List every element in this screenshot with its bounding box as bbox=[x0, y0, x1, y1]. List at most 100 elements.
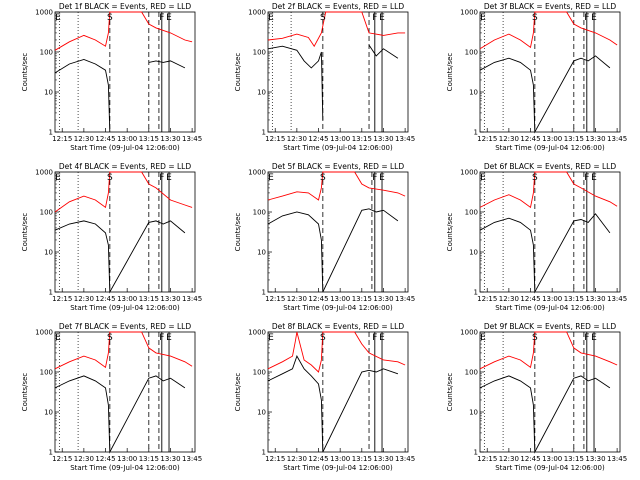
chart-title: Det 8f BLACK = Events, RED = LLD bbox=[272, 322, 405, 331]
events-series-line bbox=[267, 355, 399, 453]
y-tick-label: 10 bbox=[44, 89, 53, 97]
event-marker-E: E bbox=[379, 173, 385, 183]
chart-panel-5: Det 5f BLACK = Events, RED = LLD 1 10 100 10… bbox=[234, 162, 415, 312]
plot-frame bbox=[54, 171, 196, 293]
event-marker-E: E bbox=[55, 333, 61, 343]
event-marker-E: E bbox=[55, 173, 61, 183]
plot-frame bbox=[267, 11, 409, 133]
x-tick-label: 13:15 bbox=[564, 455, 584, 463]
event-marker-S: S bbox=[107, 13, 113, 23]
event-marker-S: S bbox=[107, 173, 113, 183]
lld-series-line bbox=[479, 331, 618, 370]
events-series-line bbox=[479, 213, 611, 294]
y-tick-label: 1000 bbox=[248, 9, 266, 17]
x-tick-label: 13:45 bbox=[182, 135, 202, 143]
y-tick-label: 1000 bbox=[35, 9, 53, 17]
lld-series-line bbox=[54, 171, 193, 213]
y-axis-label: Counts/sec bbox=[21, 213, 29, 252]
x-tick-label: 12:30 bbox=[499, 295, 519, 303]
chart-title: Det 4f BLACK = Events, RED = LLD bbox=[59, 162, 192, 171]
x-tick-label: 12:30 bbox=[287, 135, 307, 143]
x-tick-label: 12:15 bbox=[265, 455, 285, 463]
x-tick-label: 13:15 bbox=[139, 455, 159, 463]
x-tick-label: 13:00 bbox=[330, 295, 350, 303]
x-tick-label: 12:30 bbox=[287, 455, 307, 463]
x-tick-label: 12:30 bbox=[74, 455, 94, 463]
y-tick-label: 100 bbox=[253, 49, 266, 57]
event-marker-E: E bbox=[268, 173, 274, 183]
event-marker-E: E bbox=[480, 13, 486, 23]
events-series-line bbox=[54, 375, 186, 454]
event-marker-F: F bbox=[584, 13, 589, 23]
lld-series-line bbox=[54, 331, 193, 370]
event-marker-F: F bbox=[159, 13, 164, 23]
event-marker-E: E bbox=[268, 333, 274, 343]
chart-panel-1: Det 1f BLACK = Events, RED = LLD 1 10 100 10… bbox=[21, 2, 202, 152]
x-tick-label: 12:30 bbox=[74, 295, 94, 303]
chart-panel-7: Det 7f BLACK = Events, RED = LLD 1 10 100 10… bbox=[21, 322, 202, 472]
x-tick-label: 12:15 bbox=[52, 135, 72, 143]
x-axis-label: Start Time (09-Jul-04 12:06:00) bbox=[70, 144, 180, 152]
event-marker-E: E bbox=[379, 13, 385, 23]
event-marker-S: S bbox=[320, 13, 326, 23]
x-tick-label: 13:00 bbox=[117, 455, 137, 463]
y-tick-label: 10 bbox=[469, 409, 478, 417]
x-tick-label: 13:15 bbox=[352, 455, 372, 463]
chart-panel-8: Det 8f BLACK = Events, RED = LLD 1 10 100 10… bbox=[234, 322, 415, 472]
x-tick-label: 12:45 bbox=[95, 455, 115, 463]
x-axis-label: Start Time (09-Jul-04 12:06:00) bbox=[495, 304, 605, 312]
y-tick-label: 100 bbox=[465, 369, 478, 377]
lld-series-line bbox=[479, 171, 618, 209]
x-tick-label: 13:30 bbox=[160, 295, 180, 303]
x-tick-label: 12:15 bbox=[52, 295, 72, 303]
y-tick-label: 1 bbox=[262, 289, 266, 297]
event-marker-S: S bbox=[532, 333, 538, 343]
event-marker-S: S bbox=[532, 173, 538, 183]
x-tick-label: 12:15 bbox=[265, 295, 285, 303]
lld-series-line bbox=[267, 171, 406, 201]
x-axis-label: Start Time (09-Jul-04 12:06:00) bbox=[283, 144, 393, 152]
x-tick-label: 13:15 bbox=[564, 135, 584, 143]
x-tick-label: 12:45 bbox=[308, 295, 328, 303]
x-tick-label: 12:30 bbox=[499, 455, 519, 463]
y-axis-label: Counts/sec bbox=[446, 53, 454, 92]
y-tick-label: 100 bbox=[40, 49, 53, 57]
x-tick-label: 13:15 bbox=[139, 135, 159, 143]
y-tick-label: 10 bbox=[257, 89, 266, 97]
chart-title: Det 1f BLACK = Events, RED = LLD bbox=[59, 2, 192, 11]
chart-title: Det 3f BLACK = Events, RED = LLD bbox=[484, 2, 617, 11]
events-series-line bbox=[479, 375, 611, 454]
event-marker-E: E bbox=[591, 13, 597, 23]
chart-panel-4: Det 4f BLACK = Events, RED = LLD 1 10 100 10… bbox=[21, 162, 202, 312]
x-tick-label: 13:45 bbox=[182, 295, 202, 303]
x-axis-label: Start Time (09-Jul-04 12:06:00) bbox=[495, 464, 605, 472]
y-tick-label: 100 bbox=[253, 369, 266, 377]
y-axis-label: Counts/sec bbox=[21, 53, 29, 92]
y-tick-label: 10 bbox=[257, 409, 266, 417]
y-tick-label: 10 bbox=[469, 249, 478, 257]
chart-title: Det 5f BLACK = Events, RED = LLD bbox=[272, 162, 405, 171]
event-marker-S: S bbox=[107, 333, 113, 343]
y-axis-label: Counts/sec bbox=[21, 373, 29, 412]
chart-panel-2: Det 2f BLACK = Events, RED = LLD 1 10 100 10… bbox=[234, 2, 415, 152]
x-axis-label: Start Time (09-Jul-04 12:06:00) bbox=[283, 464, 393, 472]
x-tick-label: 13:00 bbox=[330, 135, 350, 143]
x-tick-label: 13:45 bbox=[607, 295, 627, 303]
x-tick-label: 12:15 bbox=[477, 135, 497, 143]
lld-series-line bbox=[267, 331, 406, 373]
lld-series-line bbox=[54, 11, 193, 51]
event-marker-E: E bbox=[480, 333, 486, 343]
event-marker-S: S bbox=[532, 13, 538, 23]
lld-series-line bbox=[479, 11, 618, 50]
x-tick-label: 12:30 bbox=[499, 135, 519, 143]
event-marker-E: E bbox=[591, 333, 597, 343]
y-tick-label: 1000 bbox=[460, 9, 478, 17]
x-tick-label: 12:30 bbox=[287, 295, 307, 303]
event-marker-F: F bbox=[584, 173, 589, 183]
x-tick-label: 12:45 bbox=[95, 295, 115, 303]
events-series-line bbox=[479, 55, 611, 134]
y-tick-label: 10 bbox=[257, 249, 266, 257]
x-tick-label: 12:15 bbox=[52, 455, 72, 463]
event-marker-E: E bbox=[55, 13, 61, 23]
